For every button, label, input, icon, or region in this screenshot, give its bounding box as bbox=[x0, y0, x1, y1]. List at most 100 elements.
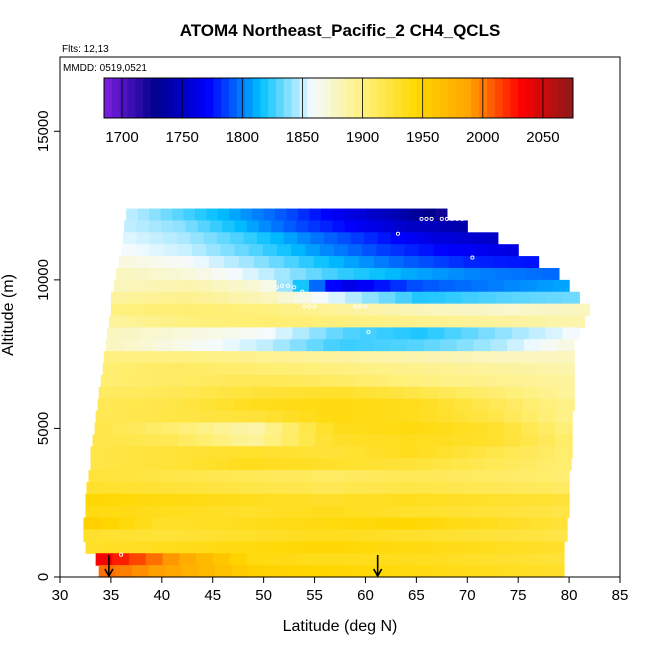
heatmap-cell bbox=[177, 244, 193, 257]
heatmap-cell bbox=[463, 529, 482, 542]
heatmap-cell bbox=[540, 374, 558, 388]
heatmap-cell bbox=[478, 327, 496, 340]
heatmap-cell bbox=[242, 267, 259, 281]
heatmap-cell bbox=[156, 339, 174, 352]
heatmap-cell bbox=[137, 208, 150, 222]
heatmap-cell bbox=[178, 256, 195, 269]
heatmap-cell bbox=[127, 291, 145, 305]
heatmap-cell bbox=[253, 256, 270, 269]
heatmap-cell bbox=[98, 386, 117, 400]
heatmap-cell bbox=[444, 232, 459, 245]
heatmap-cell bbox=[225, 470, 244, 483]
heatmap-cell bbox=[311, 470, 330, 483]
sample-point bbox=[119, 552, 124, 557]
y-axis-label: Altitude (m) bbox=[0, 274, 17, 356]
heatmap-cell bbox=[431, 565, 449, 578]
colorbar-band bbox=[268, 78, 277, 118]
heatmap-cell bbox=[134, 374, 153, 388]
heatmap-cell bbox=[196, 422, 215, 435]
heatmap-cell bbox=[444, 327, 462, 340]
heatmap-cell bbox=[348, 446, 367, 459]
heatmap-cell bbox=[380, 470, 399, 483]
heatmap-cell bbox=[223, 505, 242, 519]
x-axis: 30 35 40 45 50 55 60 65 70 75 80 85 bbox=[52, 576, 628, 604]
heatmap-cell bbox=[222, 541, 240, 554]
heatmap-cell bbox=[515, 517, 534, 531]
heatmap-cell bbox=[418, 303, 437, 317]
colorbar-band bbox=[463, 78, 472, 118]
heatmap-cell bbox=[142, 315, 161, 328]
heatmap-cell bbox=[318, 398, 337, 412]
heatmap-cell bbox=[393, 541, 411, 554]
heatmap-cell bbox=[411, 529, 430, 542]
heatmap-cell bbox=[162, 553, 180, 566]
sample-point bbox=[470, 255, 475, 260]
heatmap-cell bbox=[187, 529, 205, 542]
heatmap-cell bbox=[144, 291, 162, 305]
heatmap-cell bbox=[486, 422, 505, 435]
heatmap-cell bbox=[401, 208, 414, 222]
colorbar-band bbox=[307, 78, 316, 118]
sample-points bbox=[119, 216, 475, 557]
heatmap-cell bbox=[100, 517, 119, 531]
heatmap-cell bbox=[355, 351, 374, 364]
heatmap-cell bbox=[435, 303, 454, 317]
heatmap-cell bbox=[244, 315, 263, 328]
heatmap-cell bbox=[378, 291, 396, 305]
heatmap-cell bbox=[448, 481, 467, 495]
heatmap-cell bbox=[302, 386, 321, 400]
colorbar-band bbox=[533, 78, 543, 118]
heatmap-cell bbox=[238, 256, 255, 269]
heatmap-cell bbox=[256, 541, 275, 554]
heatmap-cell bbox=[262, 458, 280, 471]
heatmap-cell bbox=[322, 351, 340, 364]
heatmap-cell bbox=[90, 458, 109, 471]
heatmap-cell bbox=[298, 434, 316, 447]
heatmap-cell bbox=[400, 434, 419, 447]
heatmap-cell bbox=[210, 267, 228, 281]
heatmap-cell bbox=[377, 232, 392, 245]
heatmap-cell bbox=[154, 505, 173, 519]
heatmap-cell bbox=[431, 481, 450, 495]
heatmap-cell bbox=[506, 351, 525, 364]
heatmap-cell bbox=[357, 279, 375, 293]
heatmap-cell bbox=[557, 339, 575, 352]
profile-arrows bbox=[104, 555, 383, 578]
heatmap-cell bbox=[364, 232, 378, 245]
heatmap-cell bbox=[359, 529, 378, 542]
heatmap-cell bbox=[271, 220, 285, 233]
colorbar-band bbox=[471, 78, 480, 118]
heatmap-cell bbox=[417, 232, 432, 245]
heatmap-cell bbox=[234, 220, 248, 233]
heatmap-cell bbox=[162, 422, 181, 435]
heatmap-cell bbox=[365, 446, 384, 459]
heatmap-cell bbox=[251, 386, 270, 400]
heatmap-cell bbox=[362, 481, 381, 495]
colorbar-frame bbox=[103, 77, 574, 119]
heatmap-cell bbox=[279, 458, 298, 471]
heatmap-cell bbox=[453, 410, 471, 424]
heatmap-cell bbox=[504, 244, 519, 257]
heatmap-cell bbox=[182, 398, 201, 412]
colorbar-band bbox=[205, 78, 214, 118]
colorbar-band bbox=[315, 78, 324, 118]
heatmap-cell bbox=[410, 541, 428, 554]
heatmap-cell bbox=[482, 493, 501, 507]
heatmap-cell bbox=[406, 351, 424, 364]
heatmap-cell bbox=[131, 565, 150, 578]
x-tick-label: 40 bbox=[153, 587, 170, 604]
heatmap-cell bbox=[217, 386, 236, 400]
heatmap-cell bbox=[310, 493, 328, 507]
heatmap-cell bbox=[279, 446, 298, 459]
heatmap-cell bbox=[413, 505, 432, 519]
heatmap-cell bbox=[275, 505, 294, 519]
heatmap-cell bbox=[295, 220, 309, 233]
y-tick-label: 10000 bbox=[35, 259, 52, 301]
heatmap-cell bbox=[265, 410, 284, 424]
heatmap-cell bbox=[290, 517, 309, 531]
heatmap-cell bbox=[380, 315, 399, 328]
heatmap-cell bbox=[296, 446, 315, 459]
heatmap-cell bbox=[246, 434, 265, 447]
colorbar-band bbox=[393, 78, 402, 118]
colorbar-band bbox=[565, 78, 574, 118]
